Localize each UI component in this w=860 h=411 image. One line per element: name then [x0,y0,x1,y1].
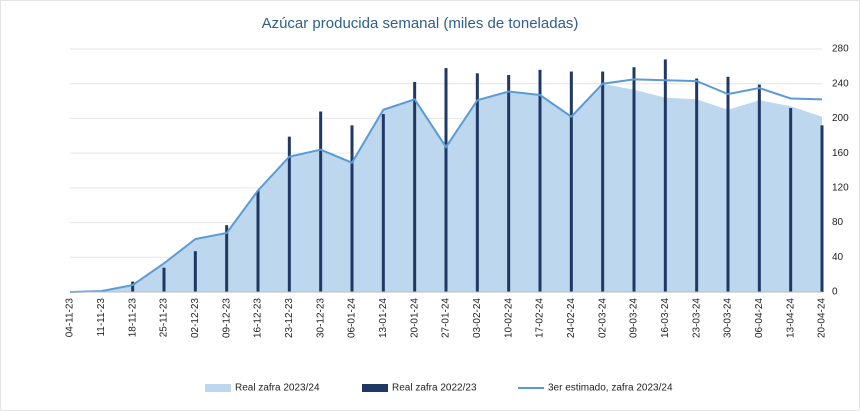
bar [538,69,542,292]
x-tick-label: 27-01-24 [441,298,452,338]
x-tick-label: 16-12-23 [253,298,264,338]
x-tick-label: 20-04-24 [817,298,828,338]
bar [695,78,699,292]
x-tick-label: 02-12-23 [190,298,201,338]
x-tick-label: 23-03-24 [691,298,702,338]
bar [475,73,479,292]
x-tick-label: 16-03-24 [660,298,671,338]
y-tick-label: 240 [832,78,849,89]
bar [350,125,354,292]
bar [444,68,448,292]
bar [601,71,605,292]
bar [413,81,417,292]
bar [162,267,166,292]
y-tick-label: 200 [832,113,849,124]
x-tick-label: 17-02-24 [535,298,546,338]
bar [632,67,636,292]
bar [789,108,793,292]
y-tick-label: 40 [832,252,844,263]
bar [820,125,824,292]
bar [757,84,761,292]
x-tick-label: 24-02-24 [566,298,577,338]
y-tick-label: 160 [832,148,849,159]
bar [131,281,135,292]
legend-label: 3er estimado, zafra 2023/24 [548,383,673,394]
x-tick-label: 30-03-24 [723,298,734,338]
x-tick-label: 02-03-24 [597,298,608,338]
x-tick-label: 20-01-24 [409,298,420,338]
x-tick-label: 06-01-24 [347,298,358,338]
chart-title: Azúcar producida semanal (miles de tonel… [262,15,579,32]
x-tick-label: 25-11-23 [159,298,170,338]
x-tick-label: 23-12-23 [284,298,295,338]
line [69,78,823,293]
x-tick-label: 10-02-24 [503,298,514,338]
bar [319,111,323,292]
bar [256,190,260,292]
bar [726,76,730,293]
bar [381,114,385,292]
x-tick-label: 03-02-24 [472,298,483,338]
bar [663,59,667,292]
x-tick-label: 18-11-23 [127,298,138,338]
bar [507,75,511,293]
legend-label: Real zafra 2022/23 [392,383,477,394]
x-tick-label: 06-04-24 [754,298,765,338]
bar [569,71,573,292]
x-tick-label: 09-12-23 [221,298,232,338]
y-tick-label: 280 [832,44,849,55]
legend-label: Real zafra 2023/24 [235,383,320,394]
x-tick-label: 09-03-24 [629,298,640,338]
x-tick-label: 11-11-23 [96,298,107,337]
x-tick-label: 04-11-23 [65,298,76,338]
bar [225,225,229,292]
legend-swatch [362,384,388,392]
bar [287,136,291,292]
legend-swatch [205,384,231,392]
y-tick-label: 80 [832,217,844,228]
x-tick-label: 13-04-24 [785,298,796,338]
bar [193,251,197,292]
x-tick-label: 30-12-23 [315,298,326,338]
y-tick-label: 120 [832,182,849,193]
y-tick-label: 0 [832,287,838,298]
x-tick-label: 13-01-24 [378,298,389,338]
